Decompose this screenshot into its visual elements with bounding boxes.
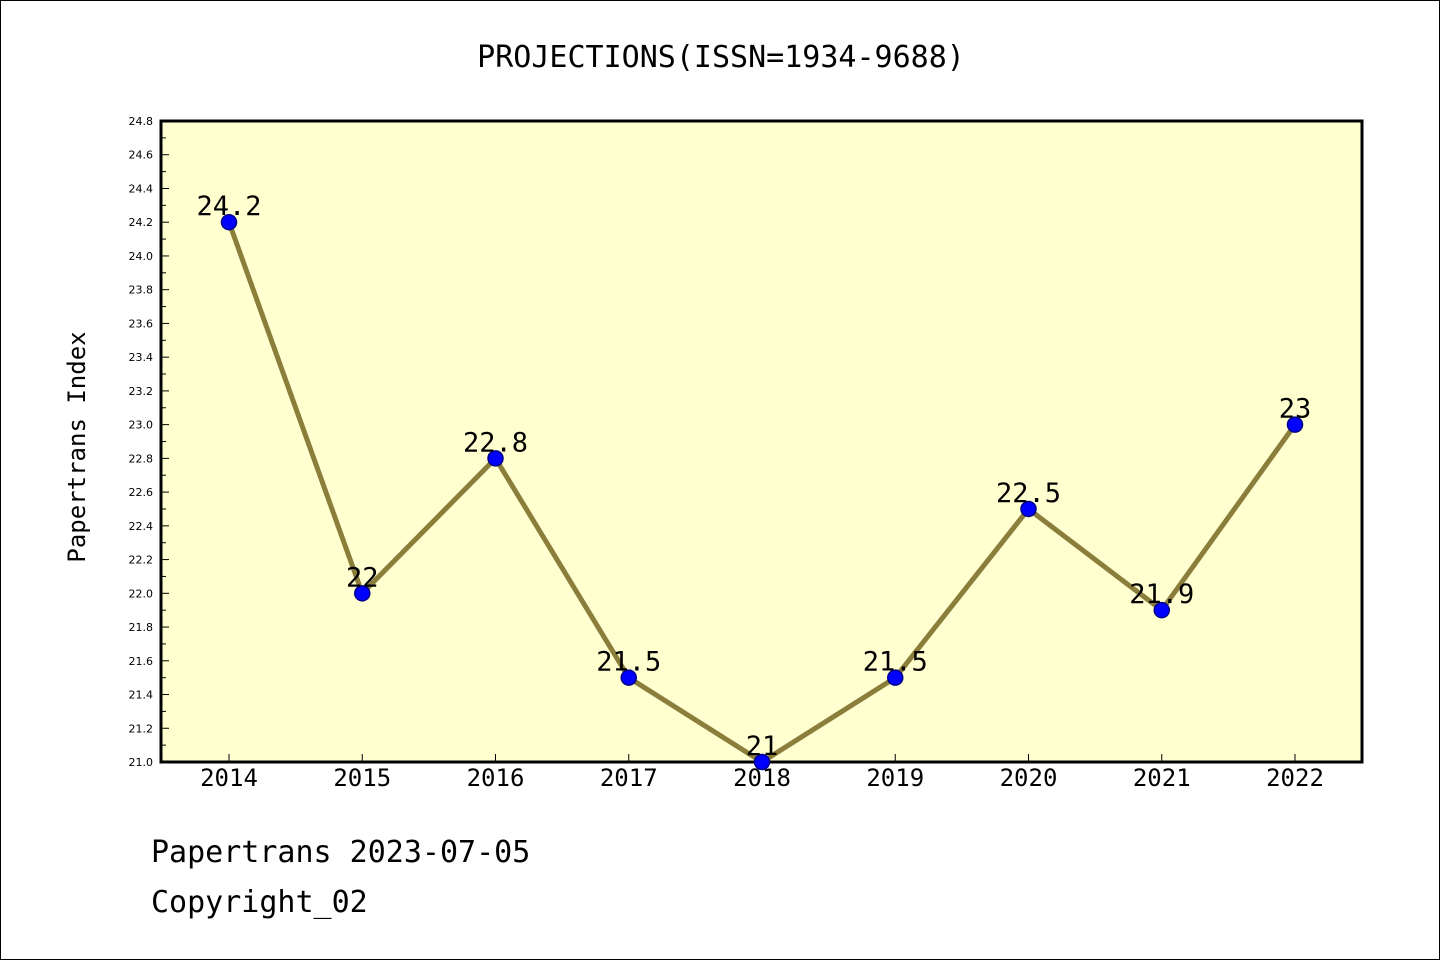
x-tick-label: 2015: [333, 764, 391, 792]
data-label: 21.5: [863, 647, 928, 678]
data-points: [220, 213, 1304, 771]
data-labels: 24.2 22 22.8 21.5 21 21.5 22.5 21.9 23: [196, 191, 1311, 762]
data-point: [354, 585, 371, 602]
y-tick-label: 24.2: [129, 216, 154, 229]
y-tick-label: 23.0: [129, 419, 154, 432]
y-tick-label: 23.8: [129, 284, 154, 297]
x-tick-label: 2017: [600, 764, 658, 792]
y-tick-label: 22.4: [129, 520, 154, 533]
data-point: [487, 450, 504, 467]
y-tick-label: 21.0: [129, 756, 154, 769]
y-tick-label: 22.8: [129, 452, 154, 465]
y-tick-label: 23.4: [129, 351, 154, 364]
data-point: [620, 669, 637, 686]
x-tick-label: 2014: [200, 764, 258, 792]
footer-date: Papertrans 2023-07-05: [151, 835, 531, 870]
y-tick-label: 21.8: [129, 621, 154, 634]
data-point: [1020, 500, 1037, 518]
data-point: [753, 753, 771, 771]
data-label: 22.5: [996, 478, 1061, 509]
data-point: [220, 213, 238, 231]
data-label: 22.8: [463, 427, 528, 458]
data-label: 24.2: [196, 191, 261, 222]
x-tick-label: 2022: [1266, 764, 1324, 792]
x-tick-label: 2016: [467, 764, 525, 792]
data-label: 21.5: [596, 647, 661, 678]
y-tick-label: 22.2: [129, 554, 154, 567]
y-tick-label: 24.0: [129, 250, 154, 263]
y-tick-label: 22.0: [129, 587, 154, 600]
y-axis-ticks: 21.0 21.2 21.4 21.6 21.8 22.0 22.2 22.4 22.6 22.8…: [129, 115, 169, 769]
y-tick-label: 24.8: [129, 115, 154, 128]
y-tick-label: 21.6: [129, 655, 154, 668]
x-tick-label: 2020: [1000, 764, 1058, 792]
data-point: [887, 669, 904, 686]
data-label: 21.9: [1129, 579, 1194, 610]
y-tick-label: 21.2: [129, 722, 154, 735]
y-axis-label: Papertrans Index: [63, 331, 91, 562]
y-tick-label: 24.6: [129, 149, 154, 162]
y-tick-label: 21.4: [129, 689, 154, 702]
data-label: 22: [346, 562, 379, 593]
chart-title: PROJECTIONS(ISSN=1934-9688): [477, 40, 965, 75]
y-tick-label: 23.2: [129, 385, 154, 398]
y-tick-label: 22.6: [129, 486, 154, 499]
data-label: 21: [746, 731, 779, 762]
y-tick-label: 23.6: [129, 317, 154, 330]
y-tick-label: 24.4: [129, 182, 154, 195]
plot-area: [159, 119, 1364, 764]
data-point: [1286, 416, 1304, 433]
footer-copyright: Copyright_02: [151, 885, 368, 920]
x-tick-label: 2019: [866, 764, 924, 792]
data-point: [1153, 601, 1170, 619]
data-label: 23: [1279, 394, 1312, 425]
x-axis-ticks: 2014 2015 2016 2017 2018 2019 2020 2021 2022: [200, 754, 1324, 792]
x-tick-label: 2021: [1133, 764, 1191, 792]
